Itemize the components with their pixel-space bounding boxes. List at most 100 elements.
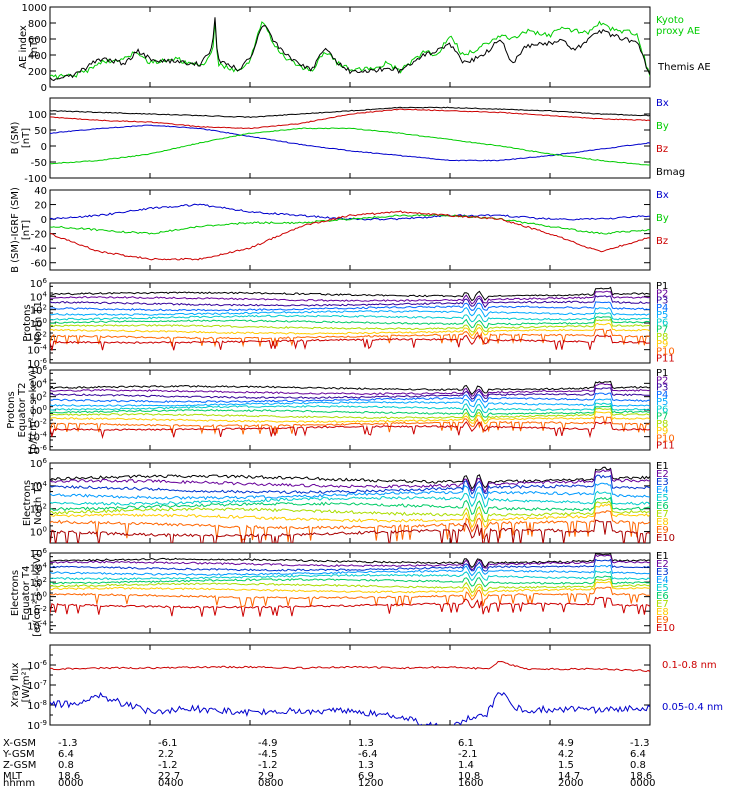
axis-row-label: X-GSM bbox=[3, 738, 36, 749]
y-tick-label: 10-4 bbox=[27, 620, 47, 633]
y-tick-label: -100 bbox=[24, 174, 47, 185]
series-line-p4 bbox=[50, 301, 650, 312]
series-line-p10 bbox=[50, 328, 650, 348]
y-tick-label: 106 bbox=[30, 457, 48, 470]
legend-p10: P10 bbox=[656, 433, 675, 444]
series-line-p11 bbox=[50, 334, 650, 351]
axis-row-value: -4.5 bbox=[258, 749, 278, 760]
panel-ae_index: 0 200 400 600 800 1000 AE index[nT] Kyoto proxy … bbox=[18, 3, 711, 94]
axis-row-value: 0000 bbox=[630, 778, 655, 789]
axis-row-value: 1.3 bbox=[358, 760, 374, 771]
y-tick-label: 102 bbox=[30, 304, 47, 317]
y-axis-label: AE index[nT] bbox=[18, 25, 40, 69]
y-tick-label: 100 bbox=[30, 404, 47, 417]
plot-area bbox=[50, 380, 650, 440]
axis-row-value: -2.1 bbox=[458, 749, 478, 760]
axis-row-y-gsm: Y-GSM 6.4 2.2 -4.5 -6.4 -2.1 4.2 6.4 bbox=[2, 749, 646, 760]
legend-xray-short: 0.05-0.4 nm bbox=[662, 702, 723, 713]
series-line-e3 bbox=[50, 474, 650, 495]
legend-e6: E6 bbox=[656, 501, 669, 512]
y-tick-label: 800 bbox=[28, 19, 47, 30]
y-axis-label: ProtonsNorth T1 bbox=[22, 301, 44, 345]
y-tick-label: 10-4 bbox=[27, 431, 47, 444]
legend-e4: E4 bbox=[656, 485, 669, 496]
series-line-p6 bbox=[50, 312, 650, 323]
y-axis-label: ElectronsEquator T4[e/(cm²-s-sr-keV)] bbox=[10, 549, 43, 637]
legend-p1: P1 bbox=[656, 368, 668, 379]
y-tick-label: 10-6 bbox=[27, 659, 47, 672]
legend-e8: E8 bbox=[656, 517, 669, 528]
axis-row-value: 6.9 bbox=[358, 771, 374, 782]
axis-row-value: 0.8 bbox=[630, 760, 646, 771]
y-tick-label: 100 bbox=[28, 110, 47, 121]
y-tick-label: 102 bbox=[30, 503, 47, 516]
y-tick-label: 102 bbox=[30, 576, 47, 589]
axis-row-mlt: MLT 18.6 22.7 2.9 6.9 10.8 14.7 18.6 bbox=[3, 771, 652, 782]
axis-row-value: -1.2 bbox=[158, 760, 178, 771]
legend-p5: P5 bbox=[656, 310, 668, 321]
series-line-themis-ae bbox=[50, 17, 650, 82]
axis-row-value: 0000 bbox=[58, 778, 83, 789]
series-line-e7 bbox=[50, 500, 650, 523]
legend-p3: P3 bbox=[656, 383, 668, 394]
legend-e5: E5 bbox=[656, 583, 669, 594]
series-line-e5 bbox=[50, 490, 650, 509]
y-tick-label: 10-6 bbox=[27, 357, 47, 370]
series-line-p10 bbox=[50, 416, 650, 435]
series-line-e9 bbox=[50, 510, 650, 543]
axis-row-value: -1.2 bbox=[258, 760, 278, 771]
series-line-p1 bbox=[50, 286, 650, 302]
series-line-e7 bbox=[50, 578, 650, 594]
legend-e2: E2 bbox=[656, 559, 669, 570]
series-line-p7 bbox=[50, 316, 650, 329]
series-line-e1 bbox=[50, 466, 650, 490]
axis-row-value: 1.3 bbox=[358, 738, 374, 749]
axis-row-value: 1.4 bbox=[458, 760, 474, 771]
series-line-p8 bbox=[50, 407, 650, 422]
series-line-p5 bbox=[50, 398, 650, 409]
series-line-e4 bbox=[50, 564, 650, 577]
y-tick-label: 106 bbox=[30, 547, 48, 560]
series-line-e4 bbox=[50, 482, 650, 501]
series-line-p2 bbox=[50, 383, 650, 397]
series-line-e10 bbox=[50, 519, 650, 543]
legend-xray-long: 0.1-0.8 nm bbox=[662, 660, 717, 671]
series-line-e10 bbox=[50, 596, 650, 617]
y-tick-label: 1000 bbox=[22, 3, 47, 14]
series-line-kyoto-proxy-ae bbox=[50, 20, 650, 81]
axis-row-value: -6.1 bbox=[158, 738, 178, 749]
y-tick-label: 106 bbox=[30, 364, 48, 377]
legend-p8: P8 bbox=[656, 419, 668, 430]
panel-frame bbox=[49, 97, 651, 179]
series-line-e5 bbox=[50, 570, 650, 582]
series-line-p8 bbox=[50, 318, 650, 333]
axis-row-value: 0400 bbox=[158, 778, 183, 789]
series-line-bx bbox=[50, 124, 650, 162]
plot-area bbox=[50, 660, 650, 725]
legend-e5: E5 bbox=[656, 493, 669, 504]
y-axis-label: B (SM)-IGRF (SM)[nT] bbox=[10, 187, 32, 273]
legend-e9: E9 bbox=[656, 525, 669, 536]
axis-row-value: -1.3 bbox=[630, 738, 650, 749]
series-line-p7 bbox=[50, 405, 650, 418]
legend-e6: E6 bbox=[656, 591, 669, 602]
series-line-by bbox=[50, 127, 650, 166]
time-axis-table: X-GSM -1.3 -6.1 -4.9 1.3 6.1 4.9 -1.3 Y-GSM 6.4 2.… bbox=[2, 738, 655, 789]
y-tick-label: 100 bbox=[30, 526, 47, 539]
axis-row-value: 18.6 bbox=[58, 771, 80, 782]
axis-row-label: Y-GSM bbox=[2, 749, 35, 760]
series-line-bz bbox=[50, 108, 650, 130]
y-tick-label: 10-4 bbox=[27, 344, 47, 357]
series-line-bmag bbox=[50, 106, 650, 119]
series-line-e2 bbox=[50, 554, 650, 571]
y-tick-label: -40 bbox=[31, 244, 47, 255]
legend-p3: P3 bbox=[656, 296, 668, 307]
y-tick-label: 0 bbox=[41, 215, 47, 226]
series-line-p3 bbox=[50, 387, 650, 400]
legend-kyoto-proxy-ae: Kyoto proxy AE bbox=[656, 15, 700, 37]
y-tick-label: 10-6 bbox=[27, 444, 47, 457]
legend-p6: P6 bbox=[656, 404, 668, 415]
plot-area bbox=[50, 17, 650, 82]
y-tick-label: 400 bbox=[28, 51, 47, 62]
